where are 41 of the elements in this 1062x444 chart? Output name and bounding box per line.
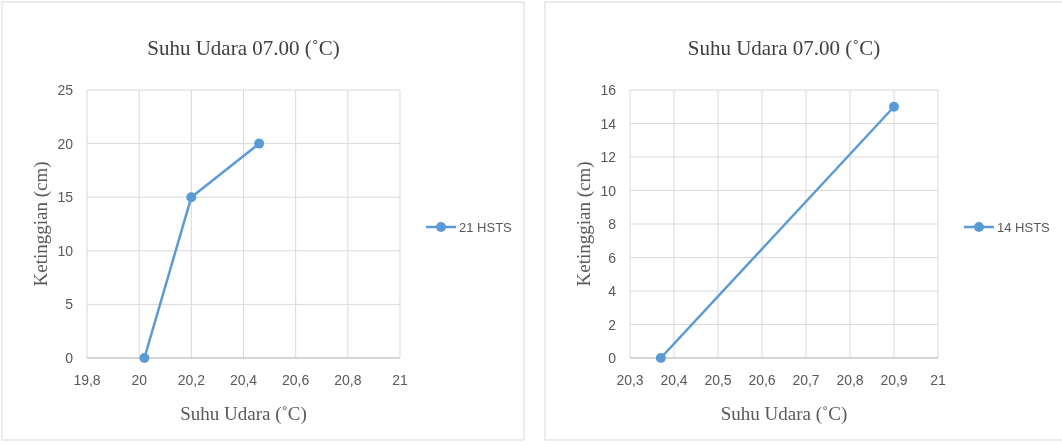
y-axis-title: Ketinggian (cm): [30, 161, 52, 287]
point: [186, 192, 197, 203]
point: [139, 353, 150, 363]
chart-title: Suhu Udara 07.00 (˚C): [147, 36, 340, 60]
x-tick-label: 20,7: [792, 372, 820, 388]
x-tick-label: 20,8: [836, 372, 864, 388]
x-tick-label: 20,6: [748, 372, 776, 388]
y-tick-label: 25: [57, 82, 74, 98]
x-tick-label: 20,2: [177, 372, 206, 388]
y-tick-label: 20: [57, 135, 74, 152]
y-tick-label: 15: [57, 189, 74, 206]
x-tick-label: 21: [392, 372, 408, 388]
y-tick-label: 8: [608, 216, 617, 232]
y-tick-label: 4: [608, 283, 617, 299]
chart-title: Suhu Udara 07.00 (˚C): [687, 36, 881, 60]
y-tick-label: 10: [57, 242, 74, 259]
x-tick-label: 20: [131, 372, 148, 388]
y-tick-label: 14: [600, 115, 617, 132]
x-axis-title: Suhu Udara (˚C): [720, 403, 848, 425]
x-tick-label: 20,4: [660, 372, 688, 388]
x-tick-label: 20,3: [616, 372, 644, 388]
x-tick-label: 21: [930, 372, 946, 388]
y-tick-label: 5: [65, 296, 74, 313]
y-tick-label: 0: [608, 350, 617, 366]
y-tick-label: 2: [608, 316, 617, 333]
x-tick-label: 20,9: [880, 372, 908, 388]
x-tick-label: 19,8: [73, 372, 101, 388]
x-tick-label: 20,5: [704, 372, 732, 388]
x-tick-label: 20,8: [334, 372, 362, 388]
y-tick-label: 12: [600, 149, 617, 165]
y-tick-label: 0: [65, 350, 74, 366]
y-tick-label: 6: [608, 249, 617, 266]
y-tick-label: 10: [600, 182, 617, 199]
y-tick-label: 16: [600, 82, 617, 98]
x-axis-title: Suhu Udara (˚C): [180, 403, 307, 425]
legend-label: 14 HSTS: [997, 220, 1051, 235]
x-tick-label: 20,6: [282, 372, 310, 388]
x-tick-label: 20,4: [229, 372, 258, 388]
y-axis-title: Ketinggian (cm): [573, 161, 595, 287]
point: [254, 138, 265, 149]
legend-label: 21 HSTS: [459, 220, 513, 235]
